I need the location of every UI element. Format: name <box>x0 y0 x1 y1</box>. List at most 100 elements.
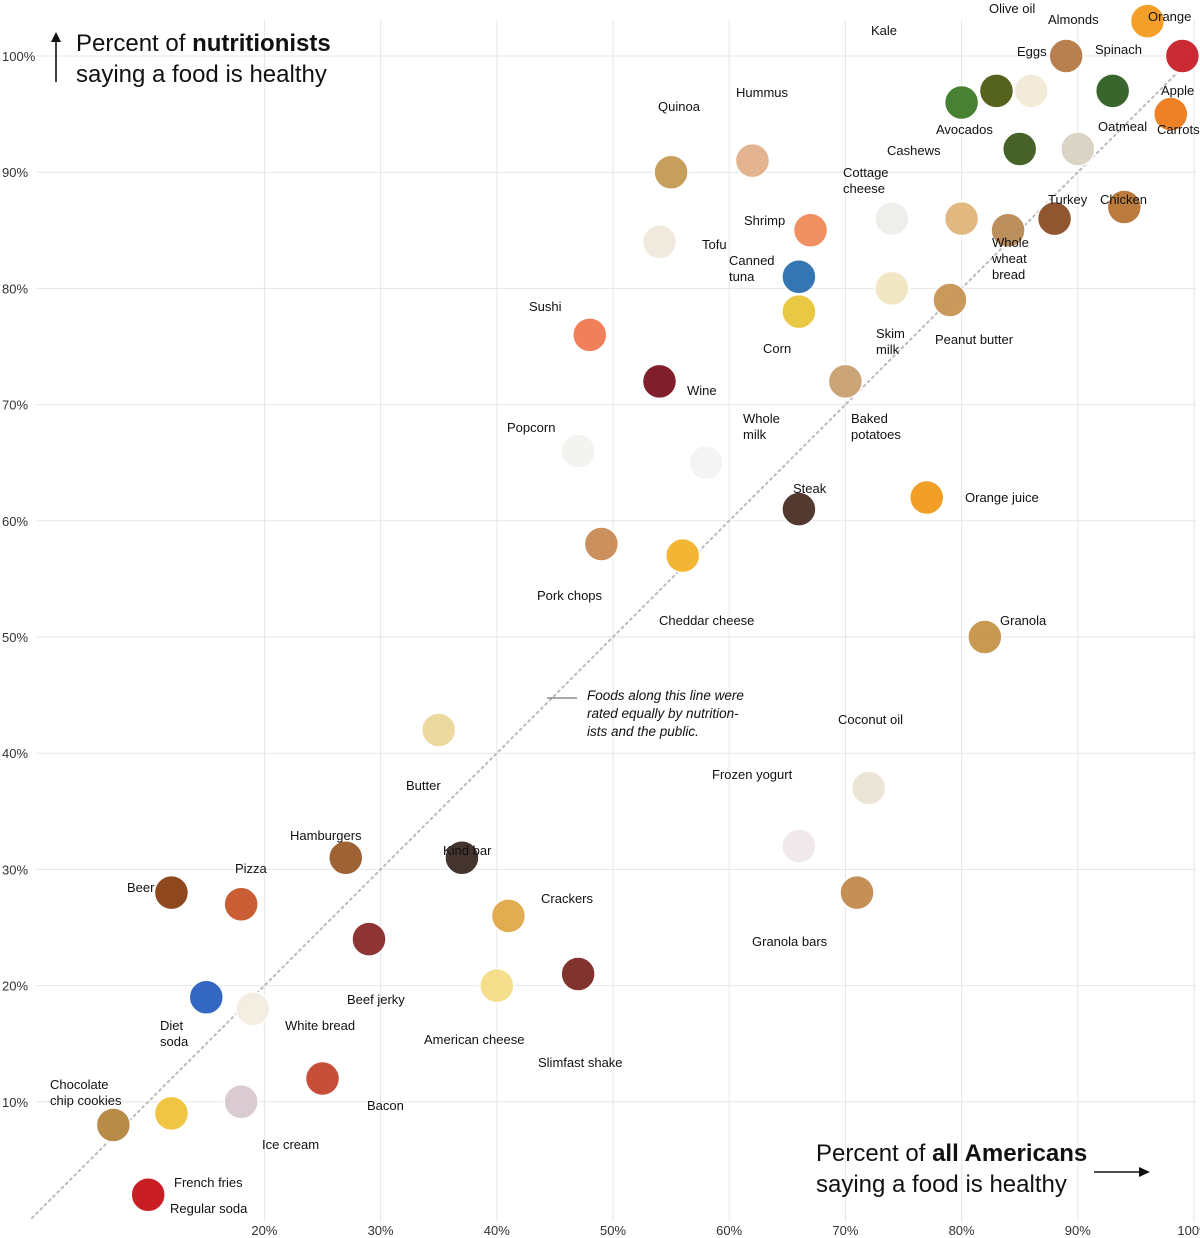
label-beer: Beer <box>127 880 155 895</box>
label-white-bread: White bread <box>285 1018 355 1033</box>
label-bacon: Bacon <box>367 1098 404 1113</box>
label-oatmeal: Oatmeal <box>1098 119 1147 134</box>
label-pork-chops: Pork chops <box>537 588 603 603</box>
label-whole-milk: Whole milk <box>743 411 780 442</box>
label-baked-potatoes: Baked potatoes <box>851 411 901 442</box>
point-orange-juice <box>908 479 945 516</box>
point-carrots <box>1153 96 1189 132</box>
point-avocados <box>1001 131 1038 167</box>
x-axis-title-bold: all Americans <box>932 1140 1088 1167</box>
label-kind-bar: Kind bar <box>443 843 492 858</box>
point-kind-bar <box>444 840 480 876</box>
point-bacon <box>304 1060 341 1097</box>
label-olive-oil: Olive oil <box>989 1 1035 16</box>
y-tick-label: 30% <box>2 862 28 877</box>
x-tick-label: 50% <box>600 1223 626 1238</box>
y-axis-title: Percent of nutritionists saying a food i… <box>76 28 331 90</box>
label-avocados: Avocados <box>936 122 993 137</box>
x-tick-label: 40% <box>484 1223 510 1238</box>
label-chicken: Chicken <box>1100 192 1147 207</box>
point-cottage-cheese <box>874 200 910 237</box>
point-spinach <box>1094 73 1131 109</box>
y-tick-label: 40% <box>2 746 28 761</box>
point-slimfast-shake <box>560 956 596 992</box>
diagonal-note: Foods along this line were rated equally… <box>587 687 777 741</box>
label-whole-wheat-bread: Whole wheat bread <box>991 235 1029 282</box>
x-tick-label: 90% <box>1065 1223 1091 1238</box>
label-chocolate-chip-cookies: Chocolate chip cookies <box>50 1077 122 1108</box>
label-steak: Steak <box>793 481 827 496</box>
label-orange: Orange <box>1148 9 1191 24</box>
label-american-cheese: American cheese <box>424 1032 524 1047</box>
label-hamburgers: Hamburgers <box>290 828 362 843</box>
label-beef-jerky: Beef jerky <box>347 992 405 1007</box>
food-labels: Kale Olive oil Almonds Orange Eggs Spinach App… <box>50 1 1200 1216</box>
note-line-1: Foods along this line were <box>587 688 744 703</box>
point-whole-milk <box>688 444 724 481</box>
point-cashews <box>943 200 980 237</box>
point-apple <box>1164 38 1200 74</box>
y-tick-label: 100% <box>2 49 36 64</box>
point-crackers <box>490 898 527 934</box>
label-ice-cream: Ice cream <box>262 1137 319 1152</box>
label-turkey: Turkey <box>1048 192 1088 207</box>
point-french-fries <box>153 1095 190 1132</box>
point-almonds <box>1048 38 1084 74</box>
label-eggs: Eggs <box>1017 44 1047 59</box>
point-peanut-butter <box>932 282 968 318</box>
point-white-bread <box>235 991 271 1027</box>
label-frozen-yogurt: Frozen yogurt <box>712 767 793 782</box>
point-corn <box>781 293 817 330</box>
label-apple: Apple <box>1161 83 1194 98</box>
x-tick-label: 100% <box>1177 1223 1200 1238</box>
y-tick-label: 80% <box>2 281 28 296</box>
y-tick-label: 60% <box>2 514 28 529</box>
point-baked-potatoes <box>827 363 864 400</box>
point-beef-jerky <box>351 921 387 957</box>
y-tick-label: 10% <box>2 1095 28 1110</box>
y-axis-arrow-icon <box>51 32 61 82</box>
point-orange <box>1129 3 1166 39</box>
point-olive-oil <box>978 73 1015 109</box>
equal-rating-diagonal <box>31 55 1195 1219</box>
point-oatmeal <box>1060 131 1096 167</box>
label-regular-soda: Regular soda <box>170 1201 248 1216</box>
point-steak <box>781 491 817 527</box>
label-tofu: Tofu <box>702 237 727 252</box>
label-kale: Kale <box>871 23 897 38</box>
point-hamburgers <box>327 840 364 876</box>
label-french-fries: French fries <box>174 1175 243 1190</box>
point-eggs <box>1013 73 1050 109</box>
point-granola <box>967 619 1003 655</box>
grid-lines <box>36 20 1196 1222</box>
label-peanut-butter: Peanut butter <box>935 332 1014 347</box>
y-tick-label: 50% <box>2 630 28 645</box>
label-popcorn: Popcorn <box>507 420 555 435</box>
point-american-cheese <box>479 967 515 1004</box>
label-granola-bars: Granola bars <box>752 934 828 949</box>
point-chocolate-chip-cookies <box>95 1107 132 1143</box>
point-cheddar-cheese <box>664 537 701 574</box>
point-frozen-yogurt <box>781 828 817 864</box>
label-cottage-cheese: Cottage cheese <box>843 165 889 196</box>
x-axis-title-suffix: saying a food is healthy <box>816 1171 1067 1198</box>
label-hummus: Hummus <box>736 85 789 100</box>
point-beer <box>153 874 190 911</box>
note-line-3: ists and the public. <box>587 724 699 739</box>
food-points <box>95 3 1200 1213</box>
point-butter <box>420 712 457 748</box>
point-hummus <box>734 142 771 179</box>
point-regular-soda <box>130 1177 166 1213</box>
point-granola-bars <box>839 874 875 911</box>
label-slimfast-shake: Slimfast shake <box>538 1055 623 1070</box>
point-kale <box>943 84 980 121</box>
y-tick-label: 20% <box>2 979 28 994</box>
label-crackers: Crackers <box>541 891 594 906</box>
point-chicken <box>1106 189 1143 225</box>
label-orange-juice: Orange juice <box>965 490 1039 505</box>
point-shrimp <box>792 212 829 249</box>
label-sushi: Sushi <box>529 299 562 314</box>
label-spinach: Spinach <box>1095 42 1142 57</box>
x-tick-label: 70% <box>832 1223 858 1238</box>
label-wine: Wine <box>687 383 717 398</box>
